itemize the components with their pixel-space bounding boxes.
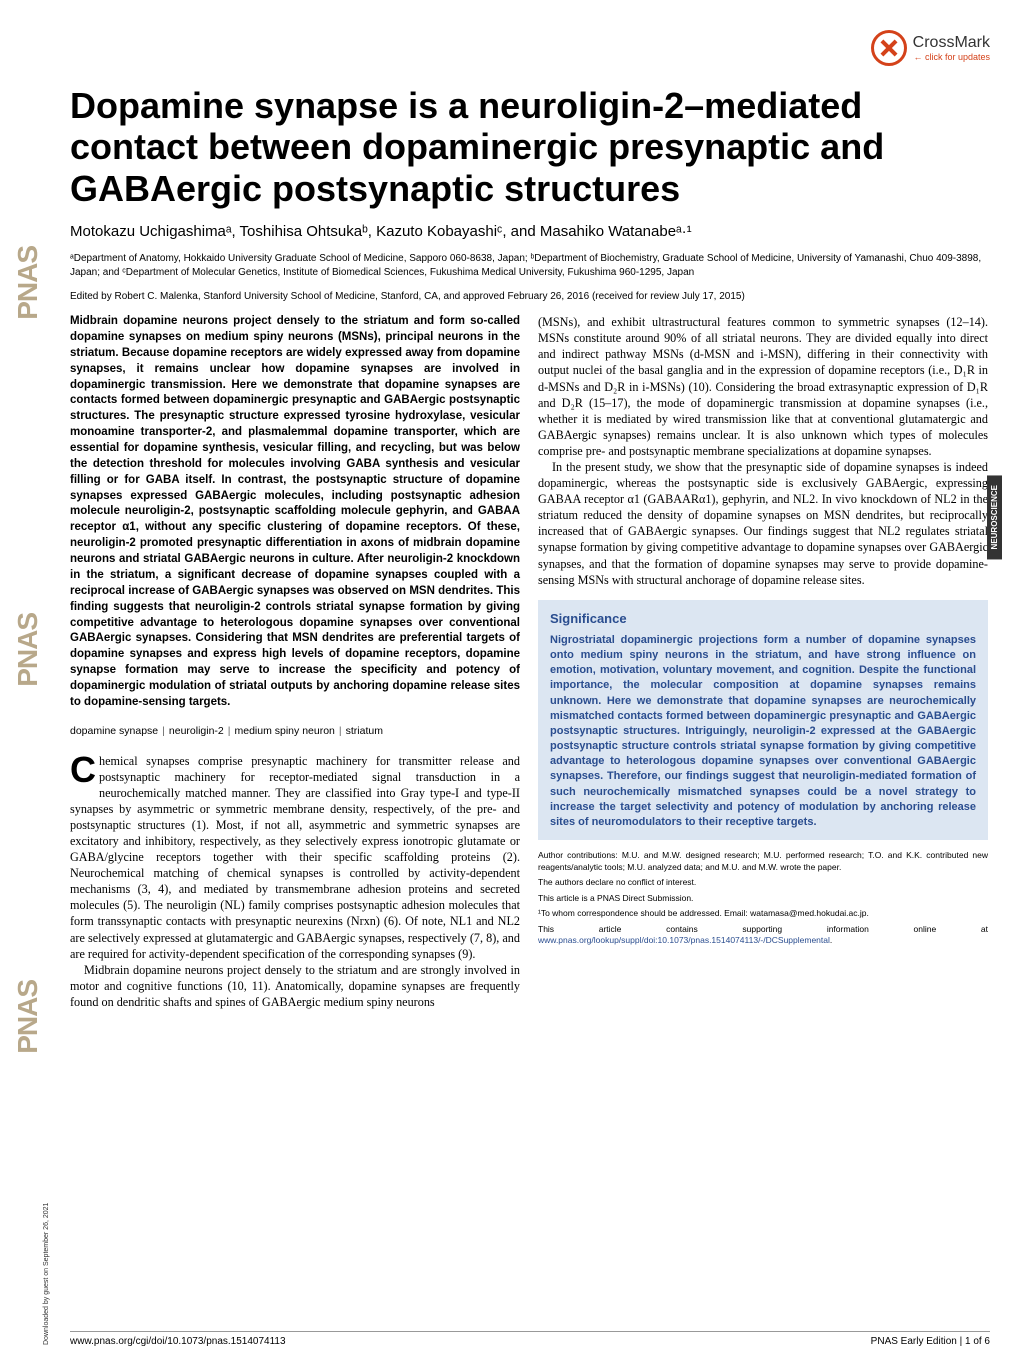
correspondence: ¹To whom correspondence should be addres… xyxy=(538,908,988,919)
keyword-sep: | xyxy=(228,725,231,737)
supp-link[interactable]: www.pnas.org/lookup/suppl/doi:10.1073/pn… xyxy=(538,935,830,945)
pnas-logo: PNAS xyxy=(12,980,44,1054)
body-paragraph: In the present study, we show that the p… xyxy=(538,459,988,588)
footnotes: Author contributions: M.U. and M.W. desi… xyxy=(538,850,988,946)
author-contributions: Author contributions: M.U. and M.W. desi… xyxy=(538,850,988,873)
direct-submission: This article is a PNAS Direct Submission… xyxy=(538,893,988,904)
body-text-left: Chemical synapses comprise presynaptic m… xyxy=(70,753,520,1011)
page-info: PNAS Early Edition | 1 of 6 xyxy=(871,1336,990,1347)
left-column: Midbrain dopamine neurons project densel… xyxy=(70,314,520,1010)
body-paragraph: (MSNs), and exhibit ultrastructural feat… xyxy=(538,314,988,459)
right-column: (MSNs), and exhibit ultrastructural feat… xyxy=(538,314,988,1010)
dropcap: C xyxy=(70,753,99,786)
supp-prefix: This article contains supporting informa… xyxy=(538,924,988,934)
abstract: Midbrain dopamine neurons project densel… xyxy=(70,314,520,710)
supp-suffix: . xyxy=(830,935,832,945)
keyword-sep: | xyxy=(162,725,165,737)
crossmark-icon xyxy=(871,30,907,66)
body-paragraph: Chemical synapses comprise presynaptic m… xyxy=(70,753,520,962)
download-note: Downloaded by guest on September 26, 202… xyxy=(43,1203,50,1345)
two-column-layout: Midbrain dopamine neurons project densel… xyxy=(70,314,990,1010)
body-p1-text: hemical synapses comprise presynaptic ma… xyxy=(70,754,520,961)
keyword: neuroligin-2 xyxy=(169,725,224,737)
pnas-logo: PNAS xyxy=(12,246,44,320)
pnas-sidebar: PNAS PNAS PNAS xyxy=(8,100,48,1200)
supporting-info: This article contains supporting informa… xyxy=(538,924,988,947)
conflict-statement: The authors declare no conflict of inter… xyxy=(538,877,988,888)
keyword: striatum xyxy=(346,725,383,737)
pnas-logo: PNAS xyxy=(12,613,44,687)
section-tab: NEUROSCIENCE xyxy=(987,475,1002,559)
crossmark-sub: ← click for updates xyxy=(913,52,990,62)
significance-body: Nigrostriatal dopaminergic projections f… xyxy=(550,633,976,830)
significance-title: Significance xyxy=(550,610,976,627)
authors: Motokazu Uchigashimaᵃ, Toshihisa Ohtsuka… xyxy=(70,223,990,240)
crossmark-text: CrossMark ← click for updates xyxy=(913,34,990,62)
affiliations: ᵃDepartment of Anatomy, Hokkaido Univers… xyxy=(70,252,990,279)
body-paragraph: Midbrain dopamine neurons project densel… xyxy=(70,962,520,1010)
page-footer: www.pnas.org/cgi/doi/10.1073/pnas.151407… xyxy=(70,1331,990,1347)
keyword-sep: | xyxy=(339,725,342,737)
edited-by: Edited by Robert C. Malenka, Stanford Un… xyxy=(70,291,990,302)
article-title: Dopamine synapse is a neuroligin-2–media… xyxy=(70,85,990,209)
significance-box: Significance Nigrostriatal dopaminergic … xyxy=(538,600,988,840)
keyword: dopamine synapse xyxy=(70,725,158,737)
body-text-right: (MSNs), and exhibit ultrastructural feat… xyxy=(538,314,988,588)
crossmark-badge[interactable]: CrossMark ← click for updates xyxy=(871,30,990,66)
page-content: CrossMark ← click for updates Dopamine s… xyxy=(70,30,990,1010)
doi: www.pnas.org/cgi/doi/10.1073/pnas.151407… xyxy=(70,1336,286,1347)
crossmark-label: CrossMark xyxy=(913,34,990,52)
keyword: medium spiny neuron xyxy=(235,725,335,737)
keywords: dopamine synapse | neuroligin-2 | medium spi… xyxy=(70,725,520,739)
